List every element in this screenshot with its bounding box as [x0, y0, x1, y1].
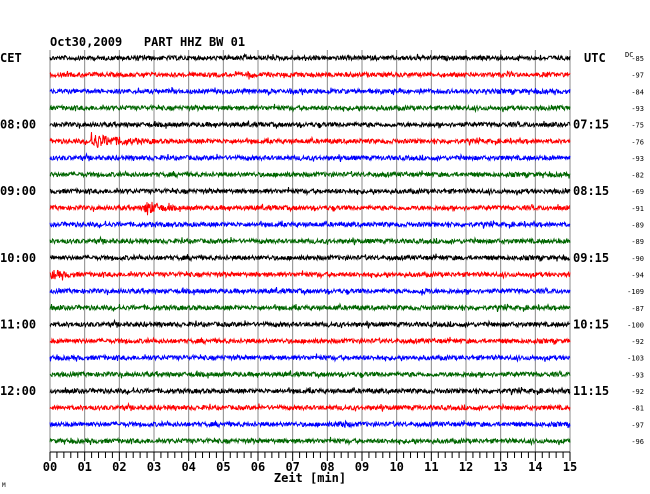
dc-offset-label: -91 [631, 205, 644, 213]
x-tick-label: 06 [251, 460, 265, 474]
seismic-trace-21 [49, 401, 571, 412]
x-tick-label: 03 [147, 460, 161, 474]
seismic-trace-12 [50, 253, 571, 263]
seismic-trace-5 [49, 132, 571, 149]
seismic-trace-4 [49, 120, 571, 130]
dc-offset-label: -109 [627, 288, 644, 296]
dc-offset-label: -85 [631, 55, 644, 63]
x-tick-label: 11 [424, 460, 438, 474]
x-tick-label: 12 [459, 460, 473, 474]
cet-hour-label: 11:00 [0, 317, 36, 331]
right-timezone-label: UTC [584, 51, 606, 65]
dc-offset-label: -76 [631, 138, 644, 146]
dc-offset-label: -90 [631, 255, 644, 263]
seismic-trace-16 [49, 318, 571, 329]
seismic-trace-22 [49, 419, 571, 429]
seismic-trace-7 [49, 169, 571, 180]
seismic-trace-0 [49, 52, 571, 62]
chart-title: Oct30,2009 PART HHZ BW 01 [50, 35, 245, 49]
dc-offset-label: -81 [631, 405, 644, 413]
utc-hour-label: 11:15 [573, 384, 609, 398]
dc-offset-label: -84 [631, 88, 644, 96]
dc-offset-label: -93 [631, 371, 644, 379]
x-tick-label: 09 [355, 460, 369, 474]
utc-hour-label: 10:15 [573, 317, 609, 331]
dc-offset-label: -92 [631, 388, 644, 396]
cet-hour-label: 09:00 [0, 184, 36, 198]
x-tick-label: 14 [528, 460, 542, 474]
x-tick-label: 08 [320, 460, 334, 474]
dc-offset-label: -97 [631, 72, 644, 80]
x-tick-label: 13 [493, 460, 507, 474]
seismic-trace-15 [49, 302, 571, 313]
seismic-trace-13 [49, 269, 571, 281]
seismic-trace-18 [49, 353, 571, 363]
x-tick-label: 04 [181, 460, 195, 474]
dc-label: DC [625, 51, 633, 59]
seismic-trace-17 [49, 336, 571, 346]
x-tick-label: 10 [389, 460, 403, 474]
dc-offset-label: -82 [631, 172, 644, 180]
seismic-trace-9 [49, 201, 570, 216]
dc-offset-label: -103 [627, 355, 644, 363]
x-tick-label: 00 [43, 460, 57, 474]
x-tick-label: 01 [77, 460, 91, 474]
dc-offset-label: -93 [631, 105, 644, 113]
seismic-trace-6 [49, 152, 571, 163]
dc-offset-label: -94 [631, 271, 644, 279]
dc-offset-label: -89 [631, 222, 644, 230]
seismic-trace-11 [49, 235, 571, 246]
x-tick-label: 02 [112, 460, 126, 474]
dc-offset-label: -96 [631, 438, 644, 446]
seismic-trace-3 [49, 103, 571, 114]
dc-offset-label: -100 [627, 321, 644, 329]
cet-hour-label: 10:00 [0, 251, 36, 265]
dc-offset-label: -97 [631, 421, 644, 429]
seismic-trace-8 [49, 187, 571, 197]
footer-mark: M [2, 482, 6, 489]
utc-hour-label: 08:15 [573, 184, 609, 198]
x-tick-label: 15 [563, 460, 577, 474]
seismic-trace-23 [49, 436, 571, 447]
seismic-trace-14 [49, 287, 571, 296]
x-axis-label: Zeit [min] [274, 471, 346, 485]
left-timezone-label: CET [0, 51, 22, 65]
dc-offset-label: -87 [631, 305, 644, 313]
cet-hour-label: 12:00 [0, 384, 36, 398]
seismic-trace-10 [49, 220, 571, 229]
seismic-trace-19 [49, 370, 571, 380]
dc-offset-label: -75 [631, 122, 644, 130]
dc-offset-label: -89 [631, 238, 644, 246]
dc-offset-label: -92 [631, 338, 644, 346]
x-tick-label: 07 [285, 460, 299, 474]
utc-hour-label: 09:15 [573, 251, 609, 265]
seismic-trace-20 [49, 386, 571, 396]
dc-offset-label: -69 [631, 188, 644, 196]
seismic-trace-1 [49, 70, 571, 80]
seismic-trace-2 [49, 87, 571, 96]
utc-hour-label: 07:15 [573, 118, 609, 132]
x-tick-label: 05 [216, 460, 230, 474]
cet-hour-label: 08:00 [0, 118, 36, 132]
dc-offset-label: -93 [631, 155, 644, 163]
